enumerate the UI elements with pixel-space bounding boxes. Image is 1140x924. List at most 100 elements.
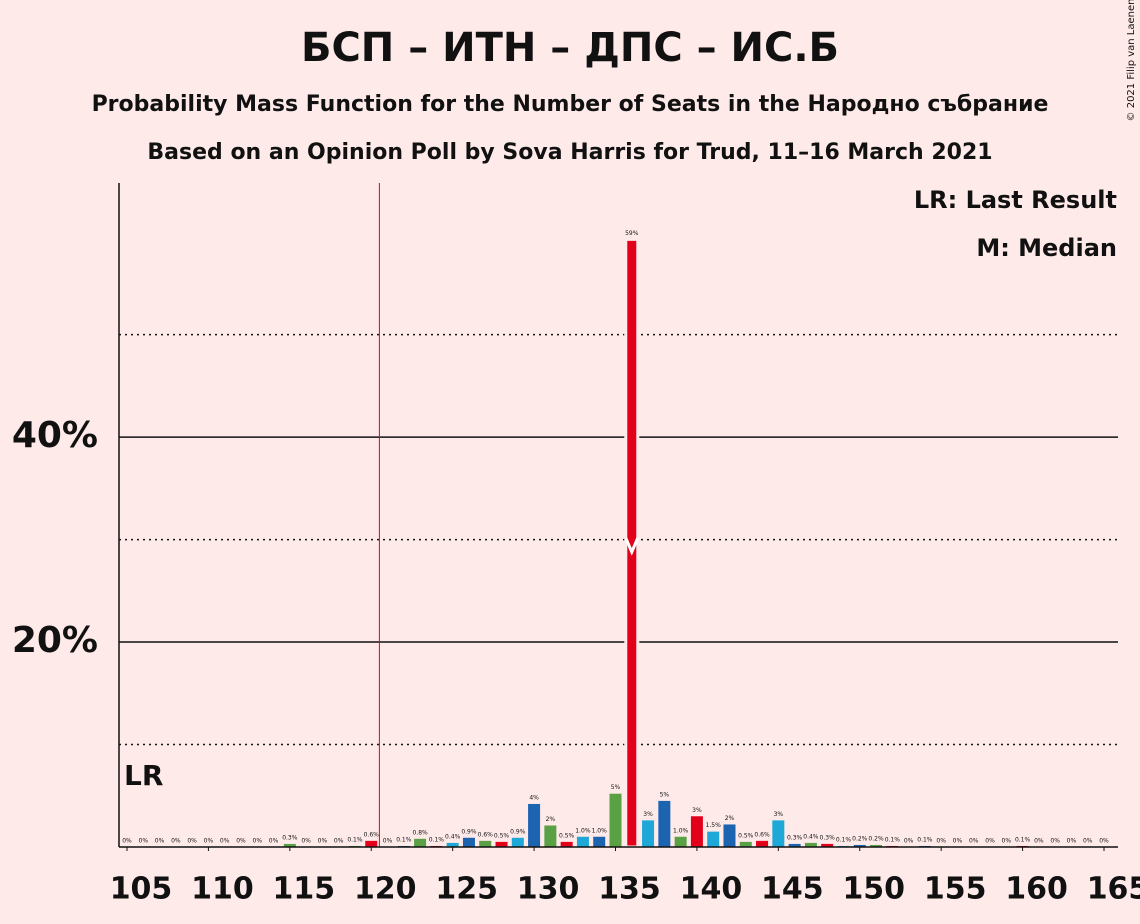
bar (853, 844, 866, 847)
legend-entry: LR: Last Result (914, 186, 1117, 214)
data-label: 0.4% (445, 833, 461, 840)
x-tick-label: 160 (1005, 872, 1068, 907)
data-label: 0.1% (347, 836, 363, 843)
data-label: 0% (301, 838, 311, 845)
data-label: 0% (1083, 838, 1093, 845)
data-label: 0.3% (282, 834, 298, 841)
bar (365, 840, 378, 847)
data-label: 0% (204, 838, 214, 845)
data-label: 0% (936, 838, 946, 845)
data-label: 0.1% (396, 836, 412, 843)
x-tick-label: 105 (110, 872, 173, 907)
data-label: 0.2% (852, 835, 868, 842)
data-label: 0% (236, 838, 246, 845)
data-label: 1.0% (592, 827, 608, 834)
chart-subtitle: Based on an Opinion Poll by Sova Harris … (147, 140, 992, 165)
data-label: 0.1% (917, 836, 933, 843)
x-tick-label: 145 (761, 872, 824, 907)
data-label: 0.6% (478, 831, 494, 838)
data-label: 0% (1099, 838, 1109, 845)
data-label: 0% (1067, 838, 1077, 845)
bar (495, 841, 508, 847)
bar (772, 820, 785, 847)
data-label: 3% (643, 811, 653, 818)
bar (528, 803, 541, 847)
median-marker (624, 537, 640, 556)
bar (560, 841, 573, 847)
data-label: 0% (383, 838, 393, 845)
bar (479, 840, 492, 847)
bar (870, 844, 883, 847)
x-tick-label: 135 (598, 872, 661, 907)
bar (544, 825, 557, 847)
data-label: 0.8% (412, 829, 428, 836)
chart-subtitle: Probability Mass Function for the Number… (92, 92, 1049, 117)
data-label: 0.5% (559, 832, 575, 839)
x-tick-label: 165 (1087, 872, 1140, 907)
data-label: 1.0% (575, 827, 591, 834)
bar (788, 843, 801, 847)
data-label: 0.9% (510, 828, 526, 835)
data-label: 3% (774, 811, 784, 818)
bar (576, 836, 589, 847)
data-label: 0.4% (803, 833, 819, 840)
bar (283, 843, 296, 847)
data-label: 4% (529, 794, 539, 801)
bar (821, 843, 834, 847)
bar (674, 836, 687, 847)
y-tick-label: 40% (12, 415, 98, 456)
x-tick-label: 115 (273, 872, 336, 907)
bar (593, 836, 606, 847)
data-label: 0.1% (836, 836, 852, 843)
data-label: 0% (187, 838, 197, 845)
data-label: 0.3% (820, 834, 836, 841)
x-tick-label: 120 (354, 872, 417, 907)
data-label: 0% (171, 838, 181, 845)
bar (690, 816, 703, 847)
data-label: 0% (269, 838, 279, 845)
data-label: 0% (1002, 838, 1012, 845)
bar (609, 793, 622, 847)
x-tick-label: 110 (191, 872, 254, 907)
x-tick-label: 130 (517, 872, 580, 907)
data-label: 0% (139, 838, 149, 845)
bar (739, 841, 752, 847)
data-label: 0.1% (429, 836, 445, 843)
bar (804, 842, 817, 847)
data-label: 0.9% (461, 828, 477, 835)
bar (446, 842, 459, 847)
data-label: 0% (318, 838, 328, 845)
data-label: 0% (953, 838, 963, 845)
data-label: 2% (546, 816, 556, 823)
data-label: 0% (155, 838, 165, 845)
x-tick-label: 155 (924, 872, 987, 907)
bar (642, 820, 655, 847)
data-label: 3% (692, 807, 702, 814)
data-label: 0.1% (885, 836, 901, 843)
data-label: 5% (611, 784, 621, 791)
x-tick-label: 125 (435, 872, 498, 907)
data-label: 0.6% (364, 831, 380, 838)
bar (658, 800, 671, 847)
data-label: 0.1% (1015, 836, 1031, 843)
data-label: 0.2% (868, 835, 884, 842)
y-tick-label: 20% (12, 620, 98, 661)
data-label: 2% (725, 815, 735, 822)
data-label: 0.5% (738, 832, 754, 839)
bar (414, 838, 427, 847)
chart-title: БСП – ИТН – ДПС – ИС.Б (301, 25, 839, 71)
bar (707, 831, 720, 847)
bar (462, 837, 475, 847)
last-result-label: LR (124, 759, 163, 792)
data-label: 1.0% (673, 827, 689, 834)
bar (723, 824, 736, 847)
copyright: © 2021 Filip van Laenen (1126, 0, 1137, 121)
data-label: 0% (985, 838, 995, 845)
data-label: 0% (122, 838, 132, 845)
data-label: 5% (660, 791, 670, 798)
data-label: 0% (1034, 838, 1044, 845)
x-tick-label: 150 (842, 872, 905, 907)
data-label: 0% (334, 838, 344, 845)
